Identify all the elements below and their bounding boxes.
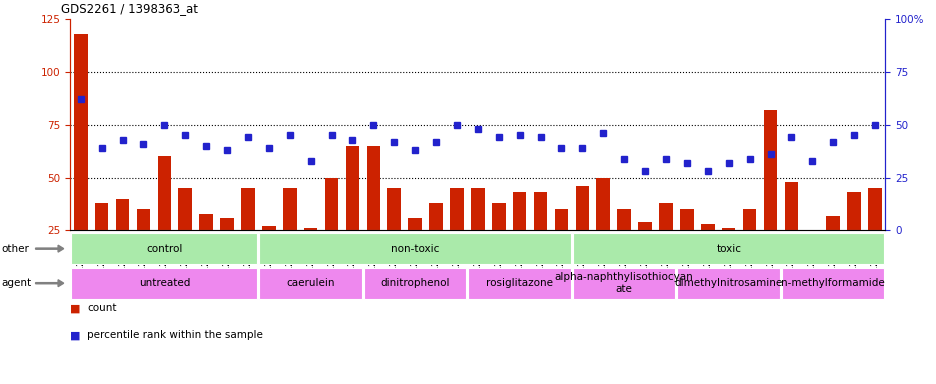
Bar <box>95 203 109 283</box>
Bar <box>283 188 296 283</box>
Text: GDS2261 / 1398363_at: GDS2261 / 1398363_at <box>61 2 197 15</box>
Bar <box>677 268 779 299</box>
Bar <box>199 214 212 283</box>
Bar <box>262 226 275 283</box>
Bar <box>826 216 839 283</box>
Text: rosiglitazone: rosiglitazone <box>486 278 552 288</box>
Bar <box>449 188 463 283</box>
Bar <box>596 177 609 283</box>
Bar <box>491 203 505 283</box>
Text: ■: ■ <box>70 330 80 340</box>
Bar <box>742 209 755 283</box>
Bar <box>363 268 466 299</box>
Text: untreated: untreated <box>139 278 190 288</box>
Bar <box>116 199 129 283</box>
Text: caerulein: caerulein <box>286 278 334 288</box>
Bar <box>534 192 547 283</box>
Bar <box>680 209 693 283</box>
Text: dinitrophenol: dinitrophenol <box>380 278 449 288</box>
Bar <box>241 188 255 283</box>
Bar <box>721 228 735 283</box>
Bar <box>783 182 797 283</box>
Text: other: other <box>2 243 30 254</box>
Bar <box>868 188 881 283</box>
Bar <box>259 268 361 299</box>
Bar <box>471 188 484 283</box>
Bar <box>366 146 380 283</box>
Bar <box>572 268 675 299</box>
Bar <box>220 218 234 283</box>
Bar <box>157 157 171 283</box>
Text: control: control <box>146 243 183 254</box>
Text: n-methylformamide: n-methylformamide <box>781 278 885 288</box>
Bar <box>345 146 358 283</box>
Bar <box>805 237 818 283</box>
Text: count: count <box>87 303 116 313</box>
Bar <box>782 268 884 299</box>
Bar <box>659 203 672 283</box>
Bar <box>137 209 150 283</box>
Text: dimethylnitrosamine: dimethylnitrosamine <box>674 278 782 288</box>
Bar <box>763 110 777 283</box>
Text: agent: agent <box>2 278 32 288</box>
Bar <box>325 177 338 283</box>
Text: non-toxic: non-toxic <box>390 243 439 254</box>
Bar <box>700 224 714 283</box>
Bar <box>71 268 257 299</box>
Bar <box>512 192 526 283</box>
Bar <box>572 233 884 264</box>
Bar <box>388 188 401 283</box>
Bar <box>846 192 860 283</box>
Bar <box>259 233 570 264</box>
Bar <box>408 218 421 283</box>
Bar <box>71 233 257 264</box>
Bar <box>303 228 317 283</box>
Text: alpha-naphthylisothiocyan
ate: alpha-naphthylisothiocyan ate <box>554 272 693 294</box>
Text: ■: ■ <box>70 303 80 313</box>
Text: toxic: toxic <box>715 243 740 254</box>
Bar <box>575 186 589 283</box>
Text: percentile rank within the sample: percentile rank within the sample <box>87 330 263 340</box>
Bar <box>178 188 192 283</box>
Bar <box>617 209 630 283</box>
Bar <box>637 222 651 283</box>
Bar <box>429 203 443 283</box>
Bar <box>74 34 87 283</box>
Bar <box>468 268 570 299</box>
Bar <box>554 209 567 283</box>
